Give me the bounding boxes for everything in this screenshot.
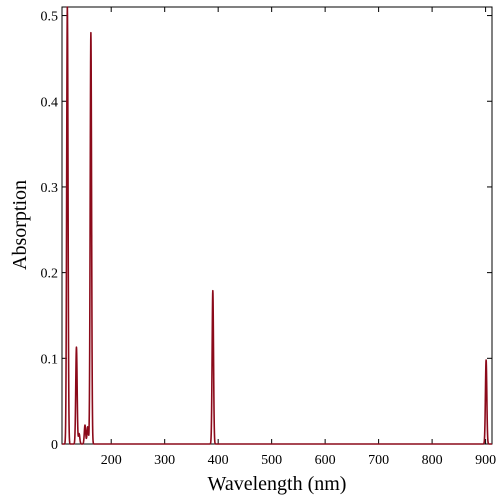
y-axis-title: Absorption bbox=[9, 180, 31, 270]
x-tick-label: 200 bbox=[101, 453, 122, 468]
x-axis-ticks: 200 300 400 500 600 700 800 900 bbox=[101, 7, 496, 468]
x-tick-label: 600 bbox=[315, 453, 336, 468]
y-tick-label: 0.3 bbox=[41, 181, 59, 196]
plot-frame bbox=[61, 6, 493, 445]
x-tick-label: 900 bbox=[475, 453, 496, 468]
x-tick-label: 300 bbox=[154, 453, 175, 468]
y-tick-label: 0.1 bbox=[41, 352, 59, 367]
x-tick-label: 700 bbox=[368, 453, 389, 468]
x-tick-label: 400 bbox=[208, 453, 229, 468]
y-tick-label: 0.4 bbox=[41, 95, 59, 110]
y-axis-ticks: 0 0.1 0.2 0.3 0.4 0.5 bbox=[41, 10, 492, 453]
x-tick-label: 500 bbox=[261, 453, 282, 468]
y-tick-label: 0 bbox=[51, 438, 58, 453]
y-tick-label: 0.2 bbox=[41, 267, 59, 282]
y-tick-label: 0.5 bbox=[41, 10, 59, 25]
absorption-series-line bbox=[61, 6, 493, 445]
x-tick-label: 800 bbox=[422, 453, 443, 468]
x-axis-title: Wavelength (nm) bbox=[208, 473, 347, 495]
